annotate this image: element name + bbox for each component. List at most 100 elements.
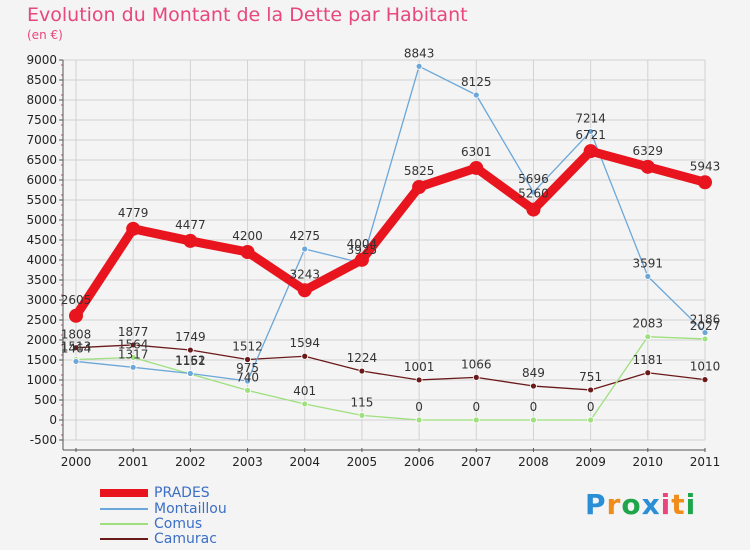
logo-letter: r [606, 488, 622, 521]
data-label-camurac: 1181 [633, 353, 664, 367]
data-label-prades: 5260 [518, 187, 549, 201]
y-tick-label: 4500 [26, 233, 57, 247]
point-prades [640, 159, 655, 174]
point-comus [301, 400, 309, 408]
data-label-comus: 0 [472, 400, 480, 414]
point-prades [69, 308, 83, 323]
logo-letter: x [641, 488, 661, 521]
data-label-prades: 4779 [118, 206, 149, 220]
legend-label: Montaillou [154, 500, 227, 517]
point-prades [354, 252, 369, 267]
y-tick-label: 5500 [26, 193, 57, 207]
series-line-camurac [75, 344, 706, 391]
data-label-camurac: 1594 [289, 336, 320, 350]
data-label-montaillou: 3925 [347, 243, 378, 257]
data-label-camurac: 751 [579, 370, 602, 384]
y-tick-label: 4000 [26, 253, 57, 267]
legend-label: PRADES [154, 484, 210, 501]
y-tick-label: -500 [30, 433, 57, 447]
y-tick-label: 7500 [26, 113, 57, 127]
point-comus [701, 335, 709, 343]
point-camurac [129, 341, 137, 349]
legend-label: Comus [154, 515, 203, 532]
legend-item-comus: Comus [100, 515, 203, 532]
legend-swatch-comus [100, 522, 148, 525]
data-label-comus: 2027 [690, 319, 721, 333]
logo-letter: i [685, 488, 697, 521]
legend-item-camurac: Camurac [100, 531, 217, 547]
data-label-prades: 6329 [633, 144, 664, 158]
point-camurac [701, 376, 709, 384]
data-label-camurac: 1877 [118, 325, 149, 339]
y-tick-label: 3000 [26, 293, 57, 307]
data-label-camurac: 1749 [175, 330, 206, 344]
data-label-prades: 4477 [175, 218, 206, 232]
data-label-montaillou: 4275 [289, 229, 320, 243]
data-label-camurac: 1010 [690, 360, 721, 374]
legend-item-montaillou: Montaillou [100, 500, 227, 517]
data-label-montaillou: 2186 [690, 313, 721, 327]
data-label-camurac: 1224 [347, 351, 378, 365]
y-tick-label: 3500 [26, 273, 57, 287]
point-montaillou [72, 358, 80, 365]
y-tick-label: 1500 [26, 353, 57, 367]
x-tick-label: 2011 [690, 455, 721, 469]
data-label-montaillou: 3591 [633, 256, 664, 270]
series-lines [69, 62, 712, 424]
chart-title: Evolution du Montant de la Dette par Hab… [27, 4, 468, 26]
y-tick-label: 0 [49, 413, 57, 427]
data-label-camurac: 849 [522, 366, 545, 380]
point-camurac [644, 369, 652, 377]
data-label-camurac: 1066 [461, 357, 492, 371]
x-tick-label: 2007 [461, 455, 492, 469]
point-prades [469, 160, 484, 175]
data-label-prades: 5943 [690, 159, 721, 173]
point-montaillou [415, 62, 423, 70]
point-montaillou [644, 272, 652, 280]
legend-swatch-prades [100, 488, 148, 497]
x-tick-label: 2001 [118, 455, 149, 469]
point-camurac [415, 376, 423, 384]
point-prades [583, 144, 598, 159]
data-label-comus: 2083 [633, 317, 664, 331]
point-camurac [587, 386, 595, 394]
point-comus [244, 386, 251, 394]
data-label-montaillou: 1464 [61, 341, 92, 355]
data-label-comus: 1513 [61, 339, 92, 353]
data-label-prades: 5825 [404, 164, 435, 178]
y-tick-label: 5000 [26, 213, 57, 227]
point-montaillou [472, 91, 480, 99]
data-label-camurac: 1808 [61, 328, 92, 342]
x-tick-label: 2009 [575, 455, 606, 469]
data-labels: 2605 4779 4477 4200 3243 4004 5825 6301 5260 6721… [61, 46, 721, 414]
data-label-comus: 0 [415, 400, 423, 414]
data-label-prades: 4200 [232, 229, 263, 243]
point-comus [415, 416, 423, 424]
data-label-montaillou: 8125 [461, 75, 492, 89]
point-camurac [72, 344, 80, 352]
data-label-montaillou: 7214 [575, 111, 606, 125]
data-label-prades: 6301 [461, 145, 492, 159]
point-comus [587, 416, 595, 424]
point-montaillou [530, 188, 537, 196]
legend-swatch-montaillou [100, 507, 148, 510]
point-montaillou [244, 377, 251, 385]
point-prades [412, 180, 427, 194]
y-tick-label: 8500 [26, 73, 57, 87]
point-camurac [186, 346, 194, 354]
series-line-prades [71, 146, 710, 321]
logo-letter: t [671, 488, 686, 521]
point-prades [240, 245, 255, 259]
x-tick-label: 2005 [347, 455, 378, 469]
plot-area [63, 60, 705, 440]
point-camurac [358, 367, 366, 375]
x-tick-label: 2008 [518, 455, 549, 469]
y-tick-label: 500 [34, 393, 57, 407]
data-label-comus: 1564 [118, 337, 149, 351]
y-tick-label: 8000 [26, 93, 57, 107]
data-label-comus: 0 [530, 400, 538, 414]
data-label-prades: 3243 [289, 267, 320, 281]
y-tick-label: 2000 [26, 333, 57, 347]
data-label-prades: 4004 [347, 237, 378, 251]
x-tick-label: 2000 [61, 455, 92, 469]
